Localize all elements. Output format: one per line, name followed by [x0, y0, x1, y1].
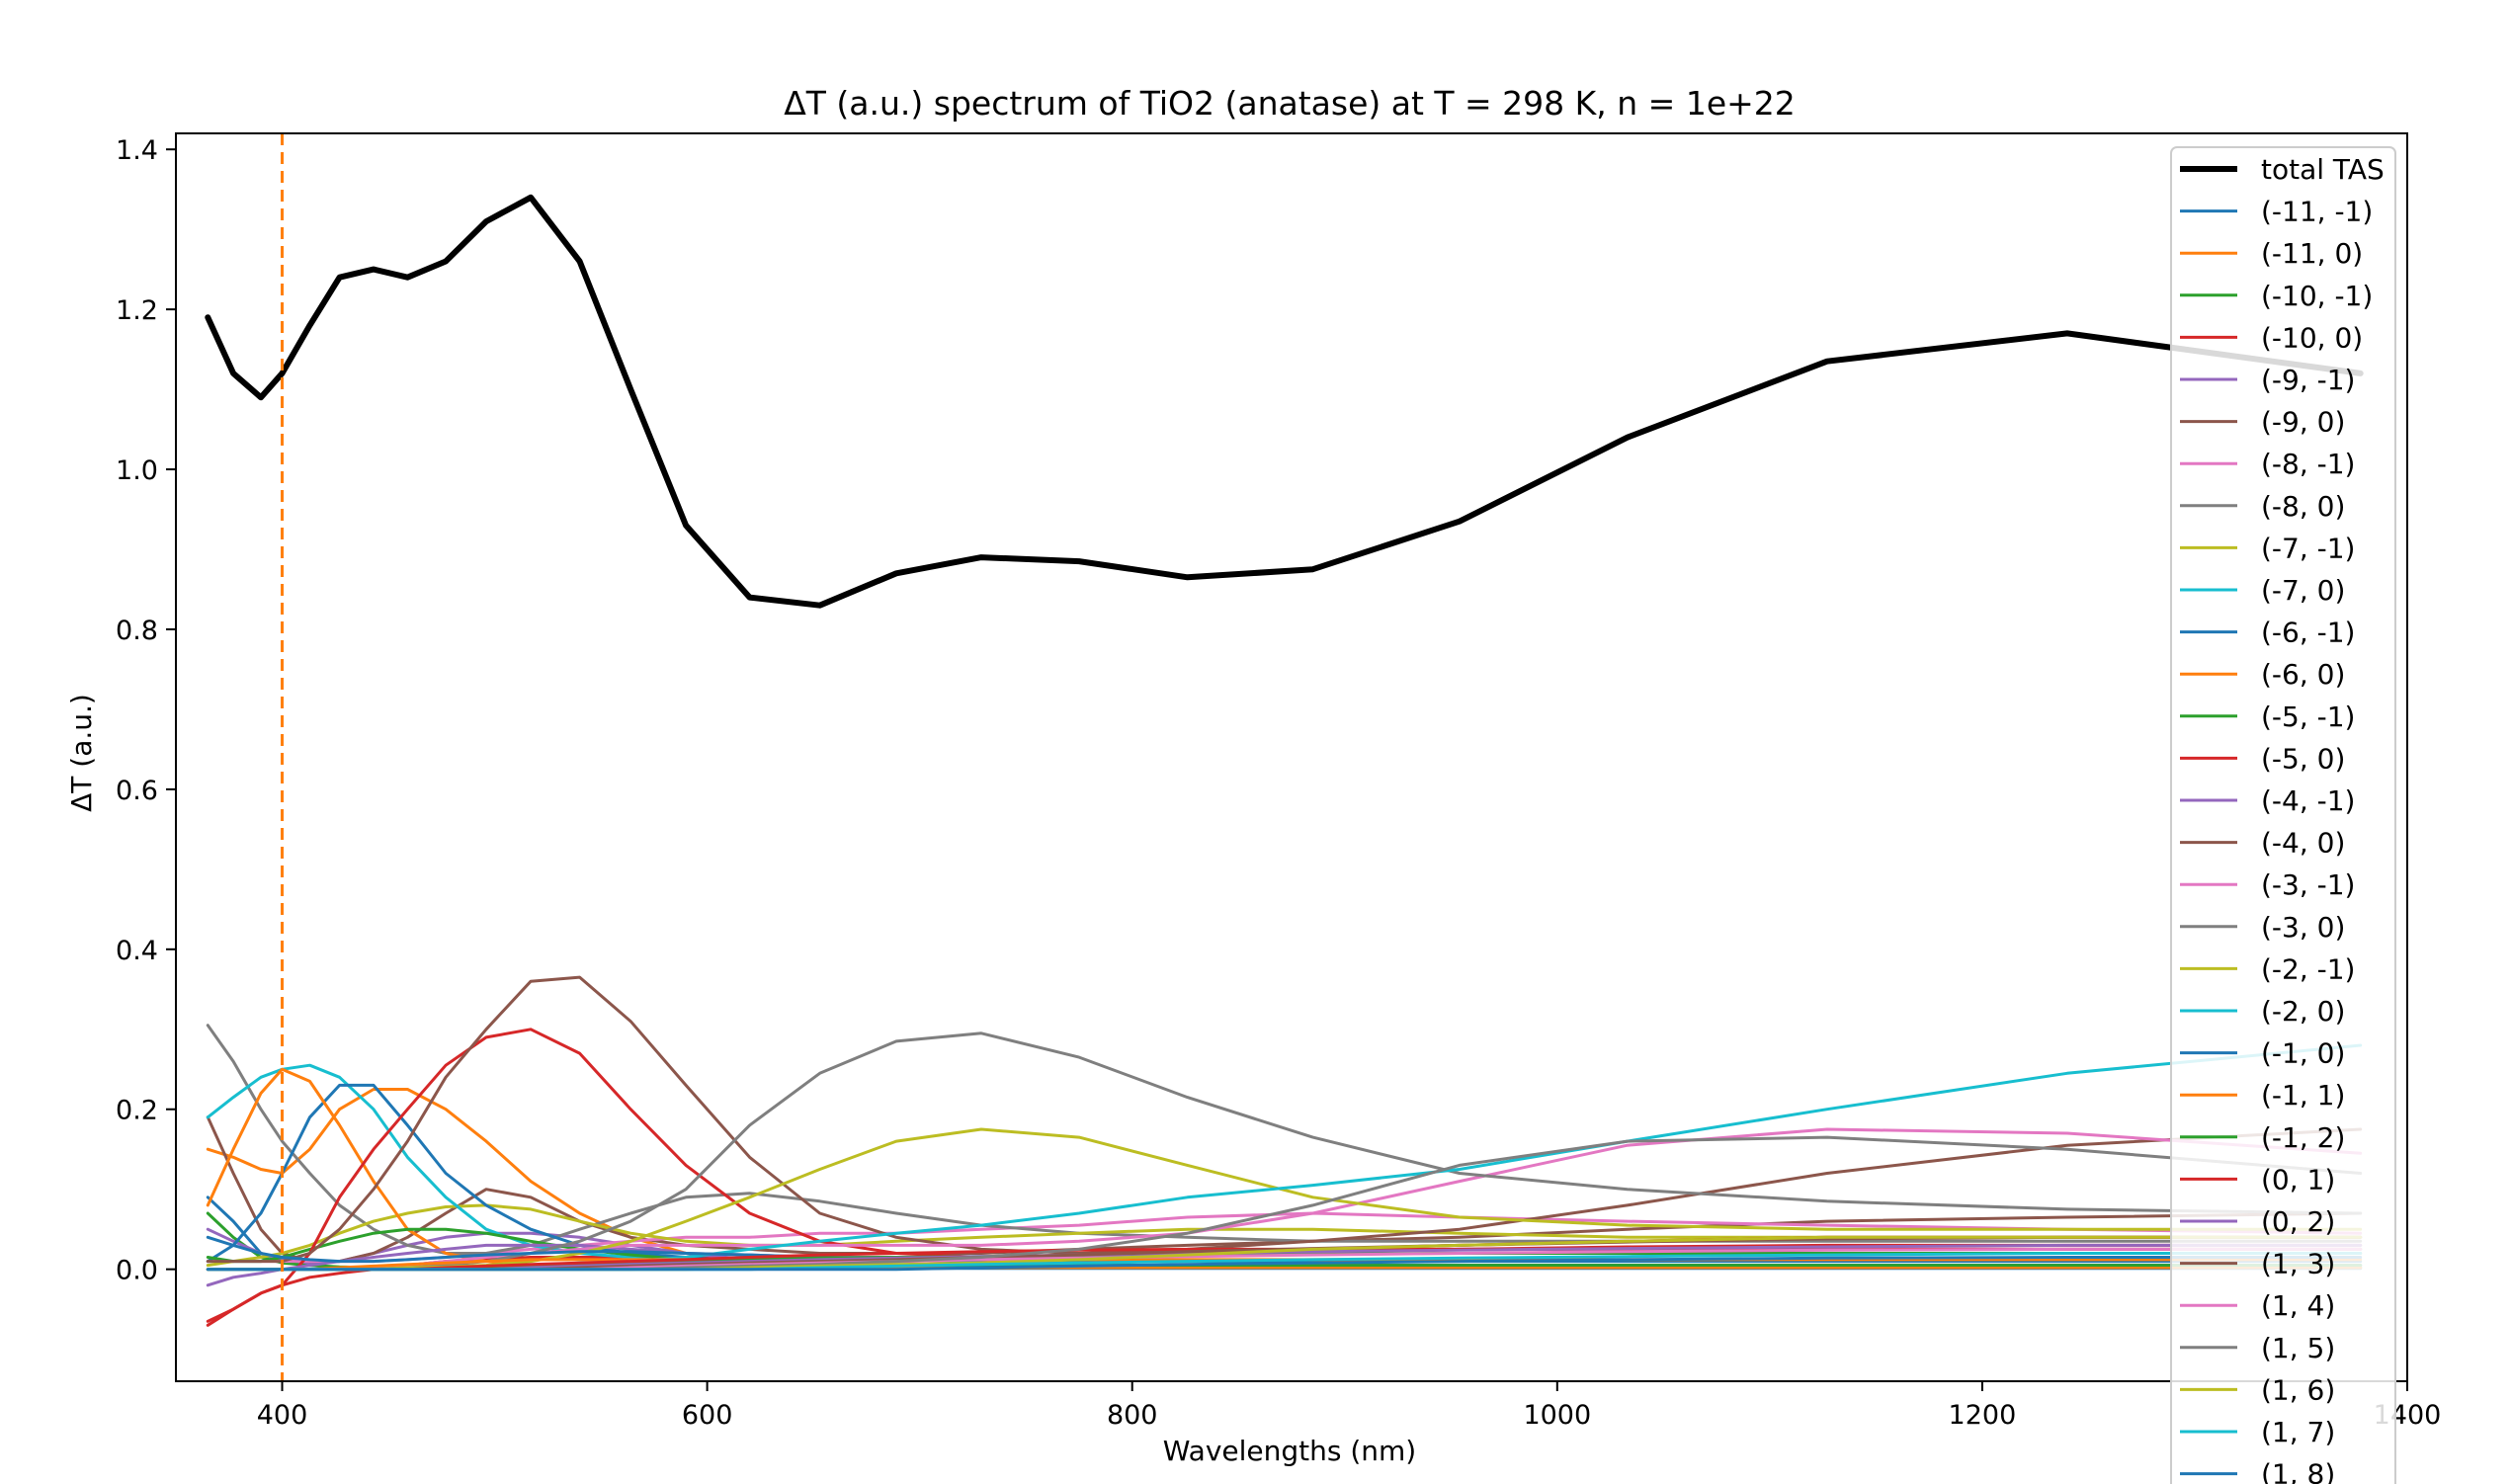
series-line [205, 194, 2364, 609]
legend-label: (1, 3) [2261, 1248, 2335, 1280]
y-tick-label: 0.0 [116, 1256, 158, 1286]
legend-label: (-6, 0) [2261, 658, 2345, 691]
legend-label: (-11, -1) [2261, 196, 2373, 228]
legend-label: (-1, 0) [2261, 1037, 2345, 1070]
x-tick-label: 1000 [1523, 1400, 1591, 1431]
legend-label: (-10, 0) [2261, 321, 2363, 354]
legend-label: (-11, 0) [2261, 237, 2363, 270]
legend-label: (-4, 0) [2261, 827, 2345, 860]
legend-label: (-9, -1) [2261, 364, 2355, 396]
axes: 400 600 800 1000 1200 14000.00.20.40.60.81.01… [116, 132, 2441, 1431]
legend-label: (-8, -1) [2261, 448, 2355, 480]
y-tick-label: 0.2 [116, 1096, 158, 1126]
y-axis-label: ΔT (a.u.) [65, 694, 98, 812]
x-tick-label: 400 [257, 1400, 308, 1431]
y-tick-label: 0.4 [116, 936, 158, 966]
x-tick-label: 1200 [1949, 1400, 2017, 1431]
legend-label: (1, 6) [2261, 1373, 2335, 1406]
legend-label: (-7, -1) [2261, 532, 2355, 564]
legend-label: (-5, -1) [2261, 701, 2355, 733]
legend-label: total TAS [2261, 153, 2385, 186]
legend-label: (-2, -1) [2261, 952, 2355, 985]
legend-label: (-3, 0) [2261, 911, 2345, 944]
chart-title: ΔT (a.u.) spectrum of TiO2 (anatase) at … [784, 84, 1796, 123]
x-axis-label: Wavelengths (nm) [1163, 1435, 1416, 1467]
y-tick-label: 0.6 [116, 776, 158, 806]
y-tick-label: 0.8 [116, 616, 158, 646]
x-tick-label: 800 [1107, 1400, 1158, 1431]
y-tick-label: 1.4 [116, 135, 158, 166]
legend-label: (-4, -1) [2261, 784, 2355, 817]
legend-label: (-10, -1) [2261, 280, 2373, 312]
legend-label: (-8, 0) [2261, 490, 2345, 523]
x-tick-label: 600 [682, 1400, 733, 1431]
legend-label: (-9, 0) [2261, 406, 2345, 439]
y-tick-label: 1.0 [116, 455, 158, 486]
legend-label: (-6, -1) [2261, 617, 2355, 649]
legend-label: (-1, 2) [2261, 1121, 2345, 1154]
legend-label: (0, 1) [2261, 1163, 2335, 1195]
legend-label: (1, 4) [2261, 1289, 2335, 1322]
legend-label: (1, 7) [2261, 1416, 2335, 1448]
legend-label: (-1, 1) [2261, 1079, 2345, 1112]
series-line [206, 1256, 2363, 1272]
legend-label: (-3, -1) [2261, 868, 2355, 901]
legend-label: (0, 2) [2261, 1205, 2335, 1238]
series-line [206, 975, 2363, 1264]
plot-area [205, 133, 2364, 1381]
legend-label: (1, 5) [2261, 1332, 2335, 1364]
legend-label: (-7, 0) [2261, 574, 2345, 607]
y-tick-label: 1.2 [116, 295, 158, 326]
plot-frame [175, 132, 2408, 1382]
legend-label: (-2, 0) [2261, 995, 2345, 1028]
legend-label: (-5, 0) [2261, 742, 2345, 775]
legend-label: (1, 8) [2261, 1458, 2335, 1484]
legend-box [2170, 146, 2396, 1484]
legend: total TAS (-11, -1) (-11, 0) (-10, -1) (-10,… [2170, 146, 2396, 1484]
